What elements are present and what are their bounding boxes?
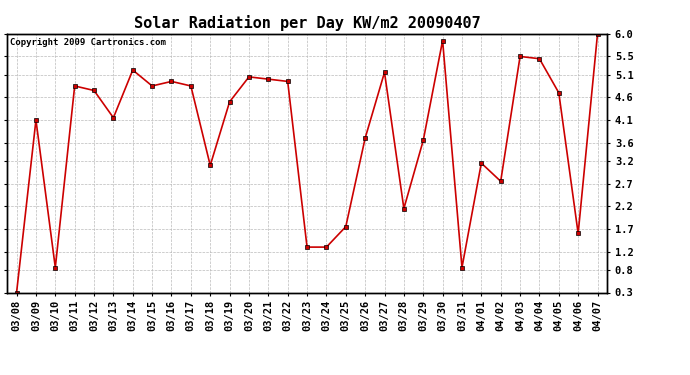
Text: Copyright 2009 Cartronics.com: Copyright 2009 Cartronics.com	[10, 38, 166, 46]
Title: Solar Radiation per Day KW/m2 20090407: Solar Radiation per Day KW/m2 20090407	[134, 15, 480, 31]
